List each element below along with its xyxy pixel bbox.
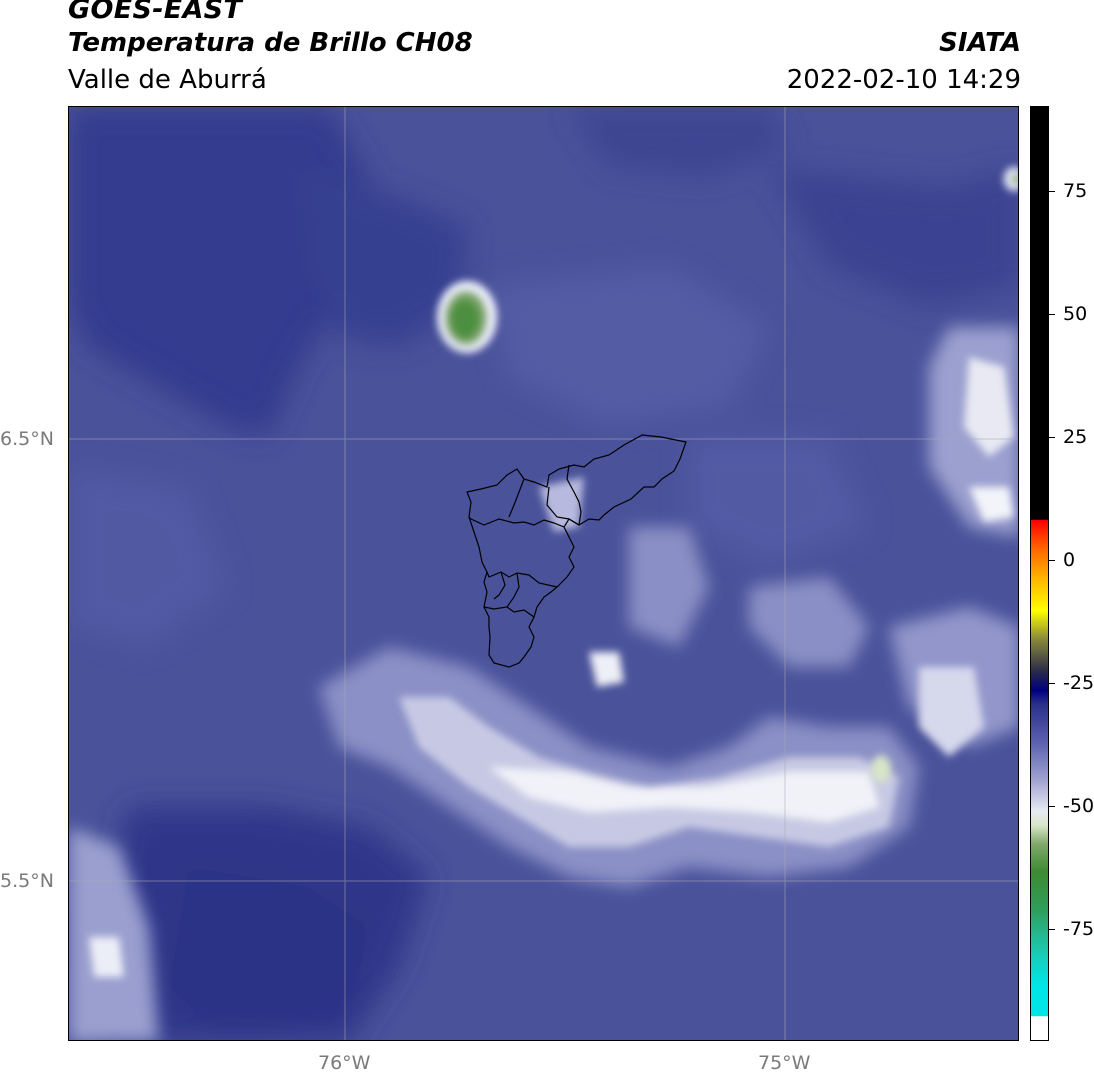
colorbar-tick <box>1049 314 1055 315</box>
title: GOES-EAST <box>68 0 243 25</box>
colorbar-label: -75 <box>1063 918 1094 940</box>
organization-label: SIATA <box>939 28 1021 58</box>
colorbar-tick <box>1049 683 1055 684</box>
colorbar-label: 50 <box>1063 303 1088 325</box>
longitude-label: 76°W <box>318 1052 371 1074</box>
latitude-label: 6.5°N <box>0 428 54 450</box>
region-label: Valle de Aburrá <box>68 65 267 95</box>
colorbar-label: 75 <box>1063 180 1088 202</box>
colorbar-tick <box>1049 191 1055 192</box>
timestamp: 2022-02-10 14:29 <box>786 65 1021 95</box>
gridlines <box>69 107 1018 1040</box>
longitude-label: 75°W <box>758 1052 811 1074</box>
convective-cloud-top <box>437 167 1018 783</box>
dark-cloudless-regions <box>69 107 1018 1040</box>
subtitle: Temperatura de Brillo CH08 <box>68 28 473 58</box>
colorbar-label: 0 <box>1063 549 1076 571</box>
colorbar-label: -25 <box>1063 672 1094 694</box>
colorbar <box>1030 106 1049 1041</box>
map-canvas <box>69 107 1018 1040</box>
colorbar-tick <box>1049 437 1055 438</box>
colorbar-tick <box>1049 929 1055 930</box>
colorbar-label: -50 <box>1063 795 1094 817</box>
colorbar-tick <box>1049 560 1055 561</box>
colorbar-label: 25 <box>1063 426 1088 448</box>
bright-cloud-cores <box>89 357 1014 977</box>
lighter-haze <box>69 267 869 647</box>
satellite-map[interactable] <box>68 106 1019 1041</box>
municipal-boundaries <box>466 434 687 668</box>
latitude-label: 5.5°N <box>0 870 54 892</box>
colorbar-tick <box>1049 806 1055 807</box>
